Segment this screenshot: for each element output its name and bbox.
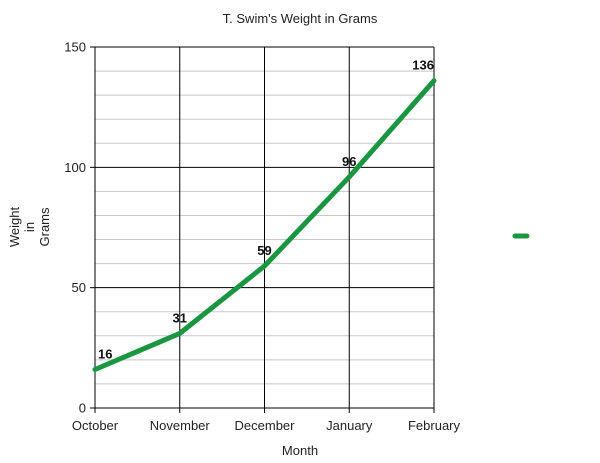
- x-tick-label: December: [235, 418, 296, 433]
- data-label: 59: [257, 243, 271, 258]
- y-axis-label-line-3: Grams: [37, 207, 52, 247]
- y-tick-labels: 0 50 100 150: [64, 40, 86, 416]
- x-axis-label: Month: [282, 443, 318, 458]
- x-tick-label: January: [326, 418, 373, 433]
- y-tick-label: 100: [64, 160, 86, 175]
- data-label: 136: [412, 58, 434, 73]
- data-labels: 16 31 59 96 136: [98, 58, 434, 362]
- y-axis-label: Weight in Grams: [7, 207, 52, 248]
- y-axis-label-line-2: in: [22, 222, 37, 232]
- x-tick-labels: October November December January February: [72, 418, 461, 433]
- data-label: 31: [173, 310, 187, 325]
- vertical-gridlines: [94, 47, 435, 413]
- x-tick-label: October: [72, 418, 119, 433]
- y-axis-label-line-1: Weight: [7, 207, 22, 248]
- major-gridlines: [90, 46, 434, 409]
- series-line: [92, 78, 437, 372]
- y-tick-label: 50: [72, 280, 86, 295]
- data-label: 16: [98, 346, 112, 361]
- chart-title: T. Swim's Weight in Grams: [223, 11, 378, 26]
- data-label: 96: [342, 154, 356, 169]
- x-tick-label: February: [408, 418, 461, 433]
- y-tick-label: 0: [79, 401, 86, 416]
- x-tick-label: November: [150, 418, 211, 433]
- y-tick-label: 150: [64, 40, 86, 55]
